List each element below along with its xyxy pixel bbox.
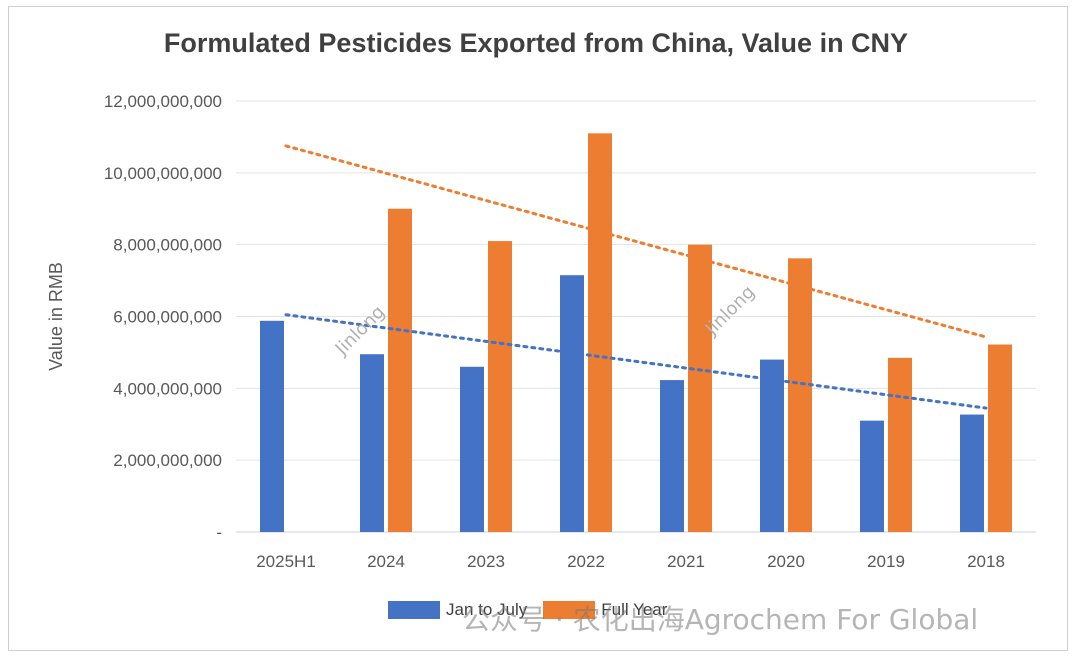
bar-jan-to-july-2020 [760,359,784,532]
bar-jan-to-july-2018 [960,414,984,532]
trendline-jan-to-july [284,313,988,410]
legend-label-full-year: Full Year [601,600,668,619]
y-tick-label: 12,000,000,000 [104,92,222,111]
bar-jan-to-july-2023 [460,366,484,532]
legend-item-jan-to-july: Jan to July [388,600,527,620]
legend-swatch-full-year [543,601,596,619]
x-tick-label: 2020 [767,552,805,571]
bar-jan-to-july-2022 [560,275,584,532]
y-axis-label: Value in RMB [46,262,66,371]
x-tick-label: 2025H1 [256,552,316,571]
bar-full-year-2018 [988,344,1012,532]
y-tick-label: 6,000,000,000 [113,308,222,327]
x-tick-label: 2018 [967,552,1005,571]
bar-jan-to-july-2019 [860,420,884,532]
trendline-full-year [284,144,988,339]
y-tick-label: 4,000,000,000 [113,379,222,398]
y-tick-label: 10,000,000,000 [104,164,222,183]
legend-swatch-jan-to-july [388,601,440,619]
bar-full-year-2021 [688,244,712,532]
legend-label-jan-to-july: Jan to July [446,600,528,619]
y-tick-label: 2,000,000,000 [113,451,222,470]
bar-full-year-2023 [488,241,512,532]
bar-full-year-2024 [388,208,412,532]
x-tick-label: 2021 [667,552,705,571]
bar-jan-to-july-2021 [660,380,684,532]
chart-legend: Jan to July Full Year [388,600,683,620]
x-tick-label: 2023 [467,552,505,571]
x-tick-label: 2022 [567,552,605,571]
x-tick-label: 2024 [367,552,405,571]
chart-frame [8,6,1068,651]
y-tick-label: 8,000,000,000 [113,236,222,255]
bar-jan-to-july-2024 [360,354,384,532]
bar-full-year-2019 [888,357,912,532]
y-tick-label: - [216,523,222,542]
bar-full-year-2022 [588,133,612,532]
legend-item-full-year: Full Year [543,600,667,620]
watermark-footer: 公众号 · 农化出海Agrochem For Global [462,603,979,636]
chart-title: Formulated Pesticides Exported from Chin… [163,28,909,58]
bar-jan-to-july-2025h1 [260,320,284,532]
bar-full-year-2020 [788,258,812,532]
x-tick-label: 2019 [867,552,905,571]
